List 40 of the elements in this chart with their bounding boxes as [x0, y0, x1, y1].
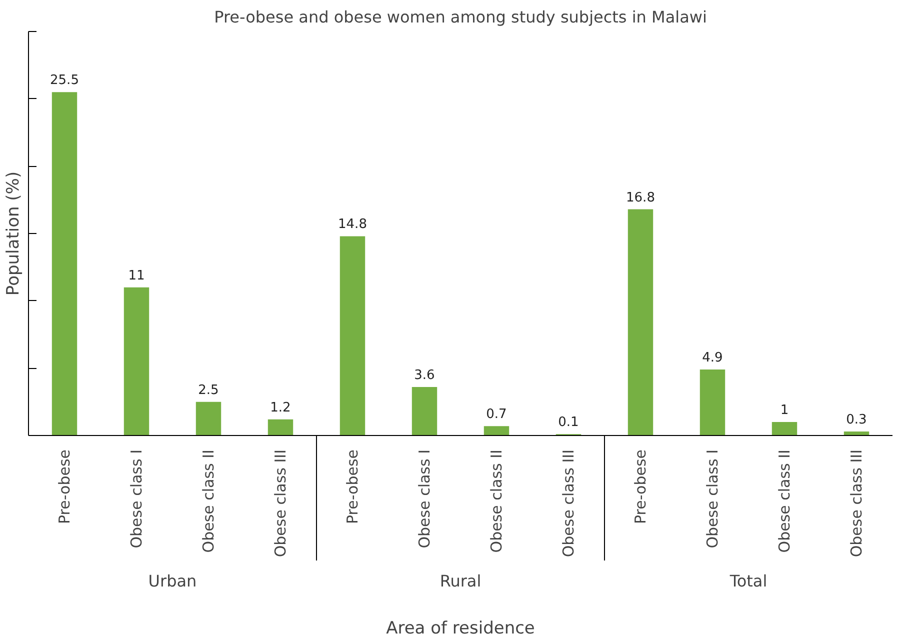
bar [772, 422, 798, 436]
text: Total [728, 572, 768, 590]
bar [412, 387, 438, 436]
data-label: 4.9 [702, 350, 723, 366]
data-label: 25.5 [50, 73, 79, 88]
y-axis-title: Population (%) [4, 171, 24, 296]
data-label: 1.2 [270, 400, 291, 416]
data-label: 0.3 [846, 412, 867, 428]
text: Urban [148, 572, 197, 590]
x-axis-title: Area of residence [386, 618, 535, 638]
data-label: 3.6 [414, 368, 435, 384]
x-tick-label: Pre-obese [632, 449, 650, 524]
bar [52, 92, 78, 436]
chart-title: Pre-obese and obese women among study subjects in Malawi [214, 8, 707, 26]
x-tick-label: Obese class II [200, 449, 218, 553]
x-tick-label: Obese class I [704, 450, 722, 548]
x-tick-label: Pre-obese [56, 449, 74, 524]
x-tick-label: Obese class III [848, 449, 866, 558]
bar [196, 402, 222, 436]
bar [484, 426, 510, 436]
data-label: 1 [780, 403, 789, 418]
x-tick-label: Obese class I [416, 450, 434, 548]
x-tick-label: Obese class II [776, 449, 794, 553]
text: Rural [440, 572, 482, 590]
bar [628, 209, 654, 436]
data-label: 11 [128, 268, 145, 284]
data-label: 16.8 [626, 190, 655, 206]
x-tick-label: Obese class II [488, 449, 506, 553]
x-tick-label: Obese class I [128, 450, 146, 548]
data-label: 0.7 [486, 407, 507, 422]
data-label: 14.8 [338, 217, 367, 232]
x-tick-label: Obese class III [272, 449, 290, 558]
data-label: 0.1 [558, 415, 579, 430]
bar [124, 287, 150, 436]
data-label: 2.5 [198, 382, 219, 398]
x-tick-label: Pre-obese [344, 449, 362, 524]
bar [700, 370, 726, 436]
bar [340, 236, 366, 436]
bar [268, 419, 294, 436]
x-tick-label: Obese class III [560, 449, 578, 558]
